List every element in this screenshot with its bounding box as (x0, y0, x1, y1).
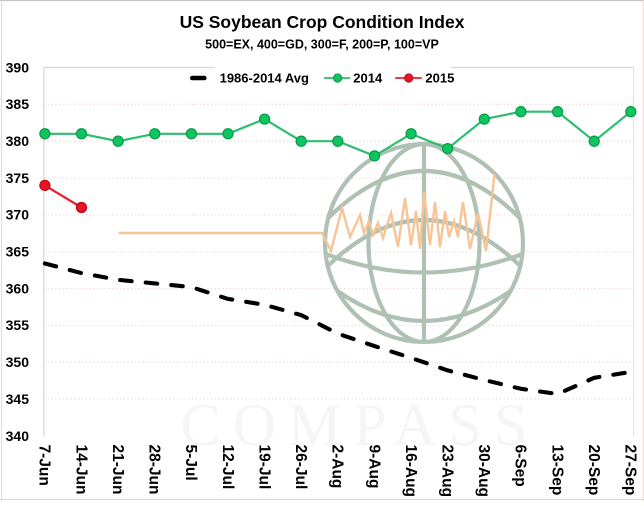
svg-text:1986-2014 Avg: 1986-2014 Avg (220, 71, 309, 86)
svg-text:380: 380 (6, 133, 30, 149)
svg-text:375: 375 (6, 170, 30, 186)
svg-text:5-Jul: 5-Jul (182, 445, 199, 481)
svg-text:340: 340 (6, 428, 30, 444)
svg-text:350: 350 (6, 354, 30, 370)
svg-text:385: 385 (6, 96, 30, 112)
svg-text:23-Aug: 23-Aug (439, 445, 456, 498)
svg-text:2015: 2015 (425, 71, 454, 86)
svg-text:26-Jul: 26-Jul (292, 445, 309, 490)
svg-text:355: 355 (6, 317, 30, 333)
svg-text:12-Jul: 12-Jul (219, 445, 236, 490)
svg-text:28-Jun: 28-Jun (146, 445, 163, 495)
svg-text:370: 370 (6, 207, 30, 223)
svg-text:345: 345 (6, 391, 30, 407)
svg-text:US Soybean Crop Condition Inde: US Soybean Crop Condition Index (180, 12, 465, 32)
svg-text:2014: 2014 (353, 71, 383, 86)
svg-text:16-Aug: 16-Aug (402, 445, 419, 498)
svg-text:500=EX, 400=GD, 300=F, 200=P,: 500=EX, 400=GD, 300=F, 200=P, 100=VP (205, 38, 439, 52)
svg-text:6-Sep: 6-Sep (512, 445, 529, 487)
svg-text:20-Sep: 20-Sep (585, 445, 602, 496)
svg-text:365: 365 (6, 244, 30, 260)
svg-text:390: 390 (6, 59, 30, 75)
svg-text:14-Jun: 14-Jun (72, 445, 89, 495)
svg-text:7-Jun: 7-Jun (36, 445, 53, 486)
svg-text:21-Jun: 21-Jun (109, 445, 126, 495)
svg-text:13-Sep: 13-Sep (548, 445, 565, 496)
svg-text:2-Aug: 2-Aug (329, 445, 346, 489)
svg-text:360: 360 (6, 280, 30, 296)
svg-text:19-Jul: 19-Jul (255, 445, 272, 490)
svg-text:30-Aug: 30-Aug (475, 445, 492, 498)
svg-text:27-Sep: 27-Sep (622, 445, 639, 496)
svg-text:9-Aug: 9-Aug (365, 445, 382, 489)
svg-text:COMPASS: COMPASS (181, 392, 540, 458)
